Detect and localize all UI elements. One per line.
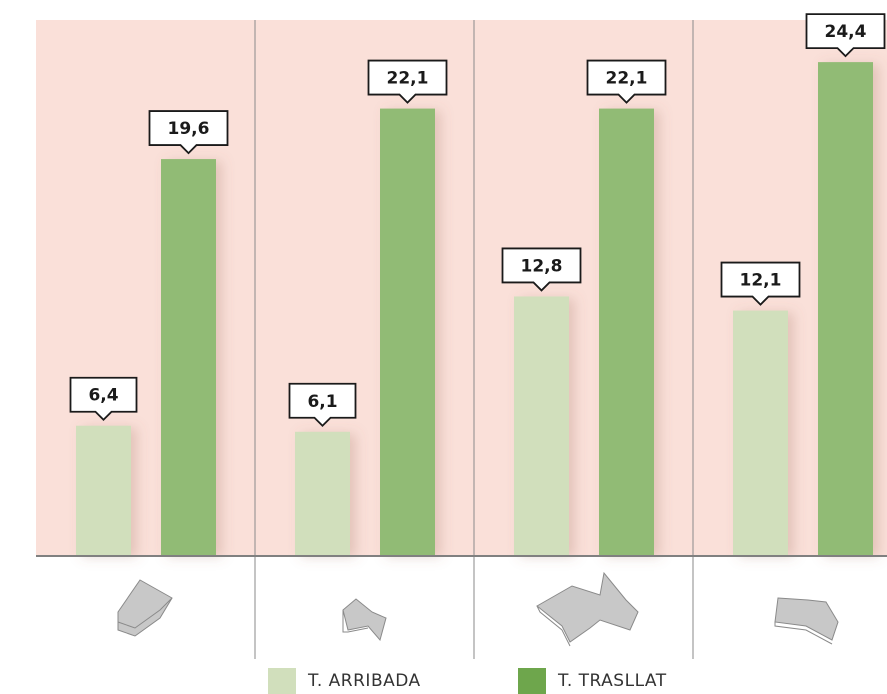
value-label-trasllat-1: 19,6	[168, 119, 210, 139]
legend-swatch-trasllat	[518, 668, 546, 694]
legend-swatch-arribada	[268, 668, 296, 694]
bar-trasllat-1	[161, 159, 216, 555]
value-label-arribada-3: 12,8	[521, 256, 563, 276]
legend-item-arribada: T. ARRIBADA	[268, 668, 421, 694]
bar-arribada-4	[733, 310, 788, 555]
value-callout-trasllat-1: 19,6	[148, 110, 229, 155]
value-label-trasllat-3: 22,1	[606, 69, 648, 89]
icon-edge	[774, 622, 833, 645]
value-callout-arribada-3: 12,8	[501, 247, 582, 292]
callout-box	[805, 13, 886, 58]
legend-label-arribada: T. ARRIBADA	[308, 671, 421, 691]
icon-edge	[536, 605, 571, 647]
callout-box	[720, 261, 801, 306]
value-callout-trasllat-4: 24,4	[805, 13, 886, 58]
bar-arribada-2	[295, 431, 350, 555]
legend-item-trasllat: T. TRASLLAT	[518, 668, 667, 694]
icon-edge	[342, 610, 369, 633]
value-label-trasllat-4: 24,4	[825, 22, 867, 42]
value-label-arribada-1: 6,4	[88, 386, 118, 406]
value-label-arribada-4: 12,1	[740, 271, 782, 291]
bar-trasllat-2	[380, 108, 435, 555]
bar-chart: 6,4 6,1 12,8 12,1 19,6 22,1 22,1 24,4	[36, 13, 887, 659]
building-footprint-icon-3	[536, 571, 639, 647]
bar-arribada-1	[76, 425, 131, 555]
callout-box	[367, 59, 448, 104]
icon-edge	[117, 597, 173, 630]
callout-box	[501, 247, 582, 292]
value-callout-trasllat-2: 22,1	[367, 59, 448, 104]
bar-trasllat-4	[818, 62, 873, 556]
callout-box	[586, 59, 667, 104]
legend-label-trasllat: T. TRASLLAT	[558, 671, 667, 691]
legend: T. ARRIBADA T. TRASLLAT	[0, 664, 887, 694]
callout-box	[69, 376, 138, 421]
value-callout-arribada-4: 12,1	[720, 261, 801, 306]
callout-box	[288, 382, 357, 428]
value-label-trasllat-2: 22,1	[387, 69, 429, 89]
callout-box	[148, 110, 229, 155]
icon-shape	[536, 571, 639, 643]
icon-shape	[342, 598, 387, 642]
value-callout-arribada-1: 6,4	[69, 376, 138, 421]
building-footprint-icon-4	[774, 597, 839, 645]
icon-shape	[774, 597, 839, 641]
value-callout-arribada-2: 6,1	[288, 382, 357, 428]
bar-arribada-3	[514, 296, 569, 555]
bar-trasllat-3	[599, 108, 654, 555]
building-footprint-icon-2	[342, 598, 387, 642]
value-label-arribada-2: 6,1	[307, 392, 337, 412]
value-callout-trasllat-3: 22,1	[586, 59, 667, 104]
building-footprint-icon-1	[117, 579, 173, 637]
icon-shape	[117, 579, 173, 637]
